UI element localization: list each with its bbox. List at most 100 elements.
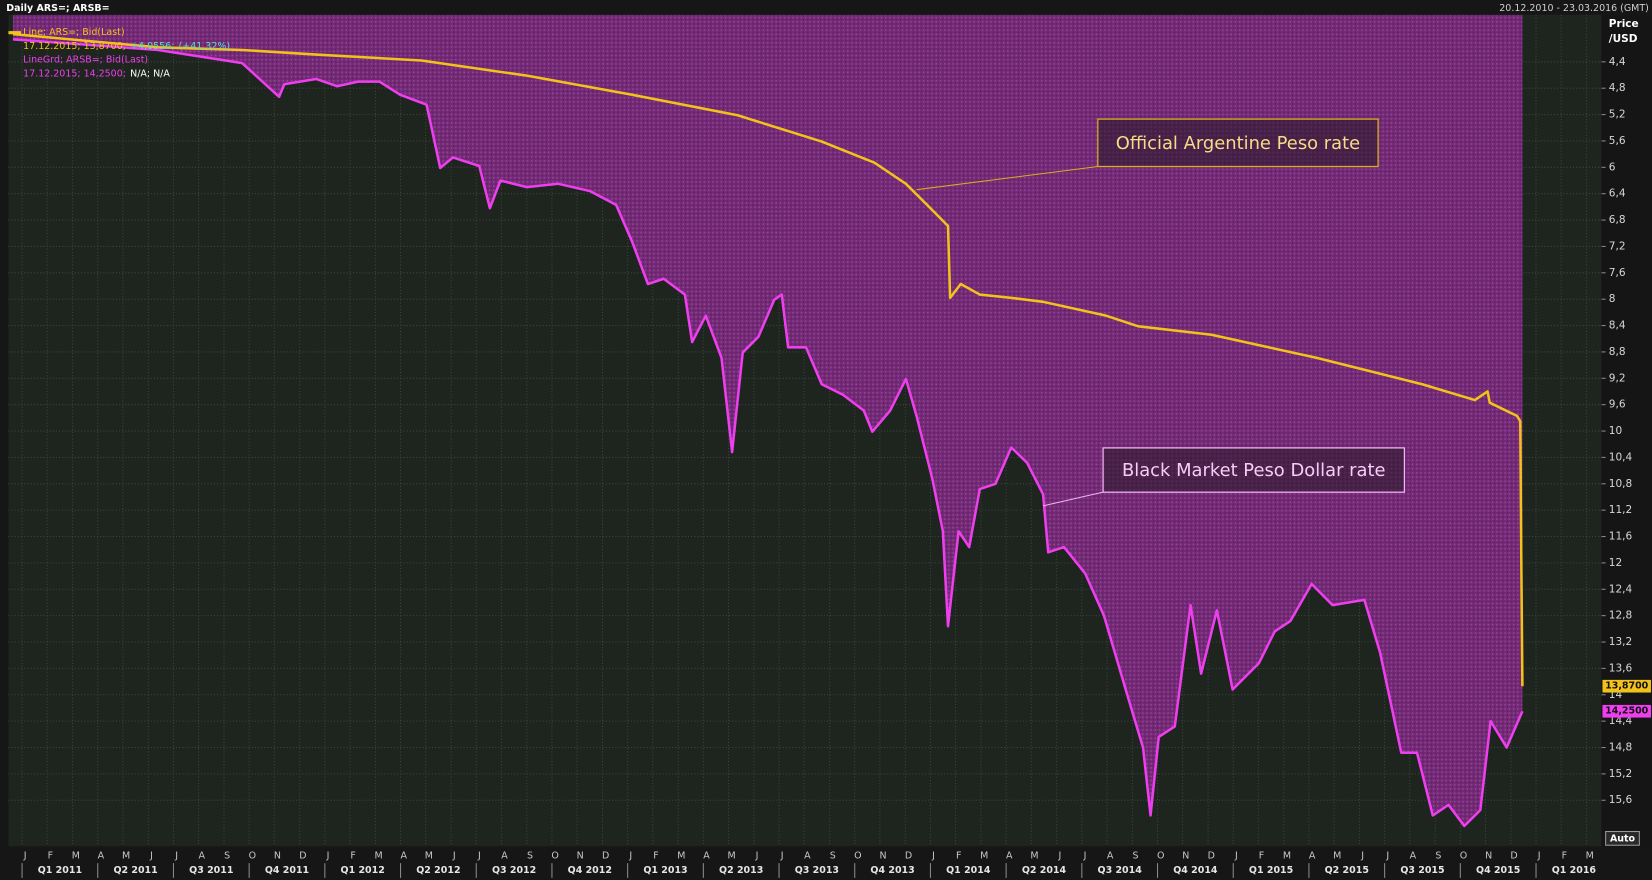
x-tick-label: S bbox=[1133, 850, 1139, 861]
y-tick-label: 14,4 bbox=[1609, 715, 1633, 727]
x-tick-label: J bbox=[477, 850, 481, 861]
y-tick-label: 12,4 bbox=[1609, 583, 1633, 595]
x-tick-label: J bbox=[149, 850, 153, 861]
quarter-label: Q3 2013 bbox=[795, 865, 839, 876]
series-layer bbox=[12, 14, 1524, 828]
quarter-label: Q2 2013 bbox=[719, 865, 763, 876]
x-tick-label: M bbox=[374, 850, 382, 861]
x-tick-label: D bbox=[1510, 850, 1517, 861]
legend-detail: 17.12.2015; 13,8700; bbox=[23, 41, 126, 52]
last-value-box bbox=[1602, 704, 1651, 718]
x-tick-label: J bbox=[1234, 850, 1238, 861]
y-tick-label: 9,6 bbox=[1609, 399, 1626, 411]
annotation-text: Black Market Peso Dollar rate bbox=[1122, 460, 1386, 481]
x-tick-label: N bbox=[879, 850, 886, 861]
x-tick-label: O bbox=[551, 850, 558, 861]
quarter-label: Q1 2011 bbox=[38, 865, 82, 876]
y-tick-label: 12 bbox=[1609, 557, 1622, 569]
y-tick-label: 15,6 bbox=[1609, 794, 1633, 806]
x-tick-label: J bbox=[326, 850, 330, 861]
annotation-connector bbox=[916, 165, 1098, 191]
x-tick-label: M bbox=[1333, 850, 1341, 861]
x-tick-label: D bbox=[905, 850, 912, 861]
axes: 4,4 4,8 5,2 5,6 6 6,4 6,8 7,2 7,6 8 8,4 8,8 9,2 9,6 10… bbox=[21, 56, 1651, 878]
x-tick-label: M bbox=[1586, 850, 1594, 861]
area-fill bbox=[12, 14, 1523, 826]
quarter-label: Q2 2012 bbox=[416, 865, 460, 876]
x-tick-label: J bbox=[1385, 850, 1389, 861]
last-value-box bbox=[1602, 679, 1651, 693]
quarter-label: Q4 2011 bbox=[265, 865, 309, 876]
x-tick-label: D bbox=[602, 850, 609, 861]
quarter-label: Q4 2014 bbox=[1173, 865, 1218, 876]
quarter-label: Q1 2012 bbox=[341, 865, 385, 876]
y-tick-label: 4,8 bbox=[1609, 82, 1626, 94]
auto-button-frame[interactable] bbox=[1605, 830, 1640, 846]
auto-button-label[interactable]: Auto bbox=[1610, 833, 1636, 844]
x-tick-label: J bbox=[174, 850, 178, 861]
overlay: Line; ARS=; Bid(Last) 17.12.2015; 13,8700… bbox=[8, 27, 1406, 507]
x-tick-label: J bbox=[755, 850, 759, 861]
x-tick-label: N bbox=[1182, 850, 1189, 861]
x-tick-label: J bbox=[452, 850, 456, 861]
date-range: 20.12.2010 - 23.03.2016 (GMT) bbox=[1499, 3, 1649, 14]
quarter-label: Q3 2011 bbox=[189, 865, 233, 876]
x-tick-label: M bbox=[425, 850, 433, 861]
x-tick-label: F bbox=[653, 850, 658, 861]
y-tick-label: 15,2 bbox=[1609, 768, 1632, 780]
x-tick-label: M bbox=[677, 850, 685, 861]
x-tick-label: A bbox=[199, 850, 206, 861]
x-tick-label: A bbox=[501, 850, 508, 861]
last-value-label: 14,2500 bbox=[1605, 706, 1649, 717]
series-line bbox=[12, 38, 1524, 828]
y-tick-label: 8,4 bbox=[1609, 320, 1626, 332]
x-tick-label: J bbox=[1360, 850, 1364, 861]
x-tick-label: F bbox=[956, 850, 961, 861]
x-tick-label: S bbox=[1435, 850, 1441, 861]
quarter-label: Q3 2012 bbox=[492, 865, 536, 876]
x-tick-label: M bbox=[72, 850, 80, 861]
x-tick-label: N bbox=[274, 850, 281, 861]
annotation-box bbox=[1097, 118, 1379, 168]
y-tick-label: 13,2 bbox=[1609, 636, 1632, 648]
x-tick-label: M bbox=[728, 850, 736, 861]
y-tick-label: 10 bbox=[1609, 425, 1622, 437]
x-tick-label: J bbox=[931, 850, 935, 861]
last-value-label: 13,8700 bbox=[1605, 681, 1649, 692]
x-tick-label: A bbox=[1006, 850, 1013, 861]
quarter-label: Q2 2015 bbox=[1325, 865, 1369, 876]
x-tick-label: M bbox=[980, 850, 988, 861]
quarter-label: Q3 2015 bbox=[1400, 865, 1444, 876]
x-tick-label: F bbox=[48, 850, 53, 861]
y-tick-label: 6,8 bbox=[1609, 214, 1626, 226]
x-tick-label: F bbox=[1562, 850, 1567, 861]
quarter-label: Q1 2013 bbox=[643, 865, 687, 876]
annotation-connector bbox=[1042, 491, 1104, 507]
annotation-text: Official Argentine Peso rate bbox=[1116, 133, 1360, 154]
y-tick-label: 6 bbox=[1609, 161, 1616, 173]
x-tick-label: A bbox=[804, 850, 811, 861]
auto-button[interactable]: Auto bbox=[1605, 830, 1640, 846]
x-tick-label: M bbox=[122, 850, 130, 861]
legend-detail: +4,0556; bbox=[130, 41, 174, 52]
legend-detail: N/A; N/A bbox=[130, 68, 170, 79]
x-tick-label: A bbox=[1107, 850, 1114, 861]
y-axis-label: Price bbox=[1609, 18, 1639, 30]
quarter-label: Q4 2012 bbox=[568, 865, 612, 876]
x-tick-label: M bbox=[1030, 850, 1038, 861]
x-tick-label: S bbox=[830, 850, 836, 861]
y-tick-label: 11,6 bbox=[1609, 531, 1633, 543]
legend-entry: Line; ARS=; Bid(Last) bbox=[23, 27, 124, 38]
x-tick-label: S bbox=[527, 850, 533, 861]
x-tick-label: J bbox=[1083, 850, 1087, 861]
quarter-label: Q1 2016 bbox=[1552, 865, 1597, 876]
x-tick-label: N bbox=[1485, 850, 1492, 861]
x-tick-label: S bbox=[224, 850, 230, 861]
x-tick-label: A bbox=[703, 850, 710, 861]
y-tick-label: 10,4 bbox=[1609, 451, 1633, 463]
chart-title: Daily ARS=; ARSB= bbox=[6, 3, 109, 14]
legend-entry: LineGrd; ARSB=; Bid(Last) bbox=[23, 55, 148, 66]
quarter-label: Q1 2015 bbox=[1249, 865, 1293, 876]
